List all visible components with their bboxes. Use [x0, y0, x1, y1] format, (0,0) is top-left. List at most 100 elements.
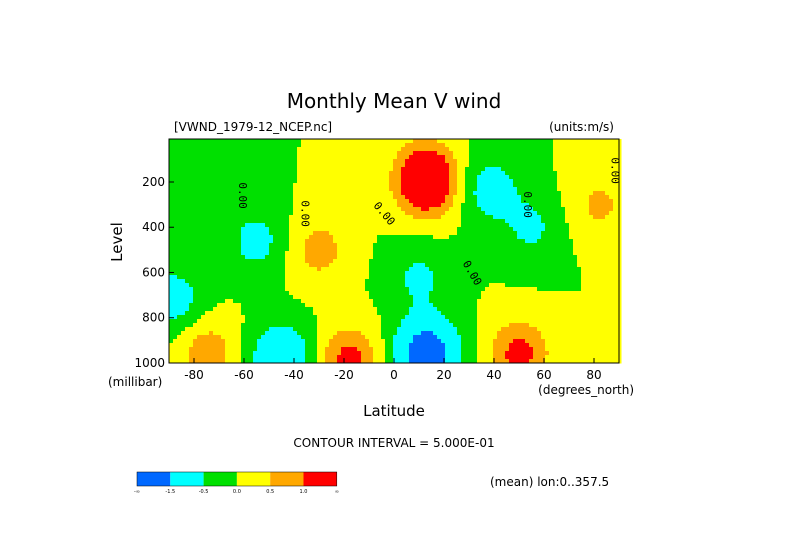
contour-cell: [453, 179, 458, 184]
contour-cell: [373, 243, 378, 248]
contour-cell: [445, 235, 450, 240]
contour-cell: [433, 151, 438, 156]
contour-cell: [437, 295, 442, 300]
contour-cell: [341, 299, 346, 304]
contour-cell: [337, 151, 342, 156]
contour-cell: [417, 263, 422, 268]
contour-cell: [485, 163, 490, 168]
contour-cell: [481, 311, 486, 316]
contour-cell: [481, 203, 486, 208]
contour-cell: [597, 211, 602, 216]
contour-cell: [429, 231, 434, 236]
contour-cell: [229, 267, 234, 272]
contour-cell: [485, 187, 490, 192]
contour-cell: [313, 183, 318, 188]
contour-cell: [357, 171, 362, 176]
contour-cell: [541, 271, 546, 276]
contour-cell: [577, 167, 582, 172]
contour-cell: [301, 283, 306, 288]
contour-cell: [389, 311, 394, 316]
contour-cell: [417, 199, 422, 204]
contour-cell: [213, 163, 218, 168]
contour-cell: [593, 235, 598, 240]
contour-cell: [361, 235, 366, 240]
contour-cell: [553, 231, 558, 236]
contour-cell: [553, 151, 558, 156]
contour-cell: [373, 187, 378, 192]
contour-cell: [569, 143, 574, 148]
contour-cell: [229, 243, 234, 248]
contour-cell: [485, 239, 490, 244]
contour-cell: [589, 195, 594, 200]
contour-cell: [441, 235, 446, 240]
contour-cell: [281, 231, 286, 236]
contour-cell: [437, 215, 442, 220]
contour-cell: [257, 267, 262, 272]
contour-cell: [285, 307, 290, 312]
contour-cell: [285, 239, 290, 244]
contour-cell: [549, 307, 554, 312]
contour-cell: [589, 231, 594, 236]
contour-cell: [341, 215, 346, 220]
contour-cell: [313, 143, 318, 148]
contour-cell: [497, 155, 502, 160]
contour-cell: [433, 187, 438, 192]
contour-cell: [313, 195, 318, 200]
contour-cell: [257, 215, 262, 220]
contour-cell: [449, 295, 454, 300]
contour-cell: [445, 171, 450, 176]
contour-cell: [265, 143, 270, 148]
contour-cell: [285, 139, 290, 144]
contour-cell: [609, 147, 614, 152]
contour-cell: [485, 291, 490, 296]
contour-cell: [573, 263, 578, 268]
contour-cell: [477, 147, 482, 152]
contour-cell: [189, 267, 194, 272]
contour-cell: [465, 203, 470, 208]
contour-cell: [489, 143, 494, 148]
contour-cell: [365, 263, 370, 268]
contour-cell: [265, 275, 270, 280]
contour-cell: [369, 259, 374, 264]
contour-cell: [613, 163, 618, 168]
contour-cell: [473, 159, 478, 164]
contour-cell: [501, 207, 506, 212]
contour-cell: [409, 159, 414, 164]
contour-cell: [197, 291, 202, 296]
contour-cell: [505, 231, 510, 236]
contour-cell: [457, 291, 462, 296]
contour-cell: [293, 239, 298, 244]
contour-cell: [557, 175, 562, 180]
contour-cell: [581, 195, 586, 200]
contour-cell: [529, 275, 534, 280]
contour-cell: [289, 207, 294, 212]
contour-cell: [465, 275, 470, 280]
contour-cell: [257, 275, 262, 280]
contour-cell: [305, 311, 310, 316]
contour-cell: [373, 227, 378, 232]
contour-cell: [473, 283, 478, 288]
contour-cell: [529, 251, 534, 256]
contour-cell: [217, 275, 222, 280]
contour-cell: [601, 311, 606, 316]
contour-cell: [521, 203, 526, 208]
contour-cell: [413, 287, 418, 292]
contour-cell: [225, 259, 230, 264]
contour-cell: [261, 231, 266, 236]
contour-cell: [473, 267, 478, 272]
contour-cell: [177, 183, 182, 188]
contour-cell: [401, 139, 406, 144]
contour-cell: [237, 271, 242, 276]
contour-cell: [205, 195, 210, 200]
contour-cell: [241, 183, 246, 188]
contour-cell: [333, 151, 338, 156]
contour-cell: [521, 271, 526, 276]
contour-cell: [289, 187, 294, 192]
contour-cell: [489, 267, 494, 272]
contour-cell: [365, 303, 370, 308]
contour-cell: [221, 155, 226, 160]
contour-cell: [525, 151, 530, 156]
contour-cell: [221, 311, 226, 316]
contour-cell: [381, 299, 386, 304]
contour-cell: [233, 275, 238, 280]
